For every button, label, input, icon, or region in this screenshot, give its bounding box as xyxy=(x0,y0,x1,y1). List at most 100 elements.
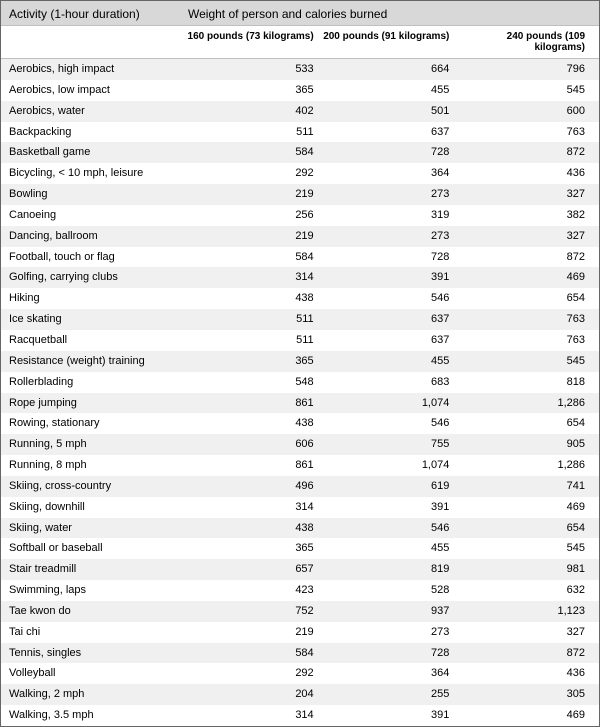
cell-value: 584 xyxy=(184,250,320,265)
cell-value: 606 xyxy=(184,437,320,452)
cell-value: 637 xyxy=(320,333,456,348)
cell-value: 637 xyxy=(320,125,456,140)
table-row: Aerobics, high impact533664796 xyxy=(1,59,599,80)
cell-value: 256 xyxy=(184,208,320,223)
cell-value: 937 xyxy=(320,604,456,619)
cell-value: 1,286 xyxy=(455,458,591,473)
table-subheader: 160 pounds (73 kilograms) 200 pounds (91… xyxy=(1,26,599,59)
cell-activity: Rollerblading xyxy=(9,375,184,390)
table-row: Tae kwon do7529371,123 xyxy=(1,601,599,622)
cell-activity: Rowing, stationary xyxy=(9,416,184,431)
cell-value: 365 xyxy=(184,541,320,556)
cell-activity: Dancing, ballroom xyxy=(9,229,184,244)
cell-activity: Tai chi xyxy=(9,625,184,640)
header-weight-label: Weight of person and calories burned xyxy=(184,7,591,21)
cell-value: 204 xyxy=(184,687,320,702)
cell-value: 273 xyxy=(320,187,456,202)
table-row: Rope jumping8611,0741,286 xyxy=(1,393,599,414)
cell-value: 683 xyxy=(320,375,456,390)
cell-activity: Running, 5 mph xyxy=(9,437,184,452)
cell-value: 455 xyxy=(320,541,456,556)
cell-value: 219 xyxy=(184,229,320,244)
table-row: Stair treadmill657819981 xyxy=(1,559,599,580)
cell-value: 545 xyxy=(455,83,591,98)
cell-value: 402 xyxy=(184,104,320,119)
cell-value: 872 xyxy=(455,145,591,160)
table-row: Tennis, singles584728872 xyxy=(1,643,599,664)
cell-value: 382 xyxy=(455,208,591,223)
cell-value: 728 xyxy=(320,646,456,661)
cell-value: 632 xyxy=(455,583,591,598)
table-row: Running, 5 mph606755905 xyxy=(1,434,599,455)
cell-value: 314 xyxy=(184,270,320,285)
cell-value: 763 xyxy=(455,333,591,348)
cell-value: 438 xyxy=(184,521,320,536)
cell-activity: Rope jumping xyxy=(9,396,184,411)
table-row: Skiing, water438546654 xyxy=(1,518,599,539)
cell-value: 305 xyxy=(455,687,591,702)
cell-value: 319 xyxy=(320,208,456,223)
cell-value: 763 xyxy=(455,125,591,140)
cell-value: 905 xyxy=(455,437,591,452)
table-row: Canoeing256319382 xyxy=(1,205,599,226)
table-row: Swimming, laps423528632 xyxy=(1,580,599,601)
cell-value: 436 xyxy=(455,166,591,181)
cell-activity: Bicycling, < 10 mph, leisure xyxy=(9,166,184,181)
cell-value: 1,074 xyxy=(320,458,456,473)
table-row: Football, touch or flag584728872 xyxy=(1,247,599,268)
cell-activity: Football, touch or flag xyxy=(9,250,184,265)
table-row: Backpacking511637763 xyxy=(1,122,599,143)
cell-activity: Swimming, laps xyxy=(9,583,184,598)
cell-value: 752 xyxy=(184,604,320,619)
cell-value: 469 xyxy=(455,500,591,515)
table-row: Skiing, downhill314391469 xyxy=(1,497,599,518)
col-header-200: 200 pounds (91 kilograms) xyxy=(320,31,456,53)
cell-activity: Tennis, singles xyxy=(9,646,184,661)
cell-value: 314 xyxy=(184,500,320,515)
table-row: Hiking438546654 xyxy=(1,288,599,309)
cell-value: 533 xyxy=(184,62,320,77)
cell-value: 511 xyxy=(184,312,320,327)
cell-value: 455 xyxy=(320,354,456,369)
cell-value: 728 xyxy=(320,250,456,265)
cell-value: 219 xyxy=(184,625,320,640)
cell-activity: Walking, 3.5 mph xyxy=(9,708,184,723)
cell-activity: Hiking xyxy=(9,291,184,306)
cell-value: 391 xyxy=(320,708,456,723)
cell-value: 600 xyxy=(455,104,591,119)
table-row: Tai chi219273327 xyxy=(1,622,599,643)
cell-value: 872 xyxy=(455,250,591,265)
cell-value: 1,123 xyxy=(455,604,591,619)
table-row: Walking, 2 mph204255305 xyxy=(1,684,599,705)
cell-activity: Softball or baseball xyxy=(9,541,184,556)
cell-activity: Bowling xyxy=(9,187,184,202)
cell-value: 861 xyxy=(184,396,320,411)
subheader-spacer xyxy=(9,31,184,53)
cell-value: 327 xyxy=(455,187,591,202)
table-row: Rowing, stationary438546654 xyxy=(1,413,599,434)
header-activity-label: Activity (1-hour duration) xyxy=(9,7,184,21)
cell-value: 619 xyxy=(320,479,456,494)
cell-value: 819 xyxy=(320,562,456,577)
cell-value: 741 xyxy=(455,479,591,494)
cell-activity: Volleyball xyxy=(9,666,184,681)
cell-value: 273 xyxy=(320,625,456,640)
table-row: Rollerblading548683818 xyxy=(1,372,599,393)
cell-value: 654 xyxy=(455,291,591,306)
cell-value: 391 xyxy=(320,270,456,285)
cell-value: 496 xyxy=(184,479,320,494)
cell-value: 664 xyxy=(320,62,456,77)
table-row: Volleyball292364436 xyxy=(1,663,599,684)
table-row: Resistance (weight) training365455545 xyxy=(1,351,599,372)
cell-activity: Tae kwon do xyxy=(9,604,184,619)
cell-activity: Resistance (weight) training xyxy=(9,354,184,369)
cell-activity: Skiing, downhill xyxy=(9,500,184,515)
cell-value: 365 xyxy=(184,83,320,98)
cell-value: 292 xyxy=(184,666,320,681)
cell-activity: Backpacking xyxy=(9,125,184,140)
cell-value: 292 xyxy=(184,166,320,181)
col-header-240: 240 pounds (109 kilograms) xyxy=(455,31,591,53)
cell-value: 255 xyxy=(320,687,456,702)
cell-activity: Running, 8 mph xyxy=(9,458,184,473)
table-header: Activity (1-hour duration) Weight of per… xyxy=(1,1,599,26)
